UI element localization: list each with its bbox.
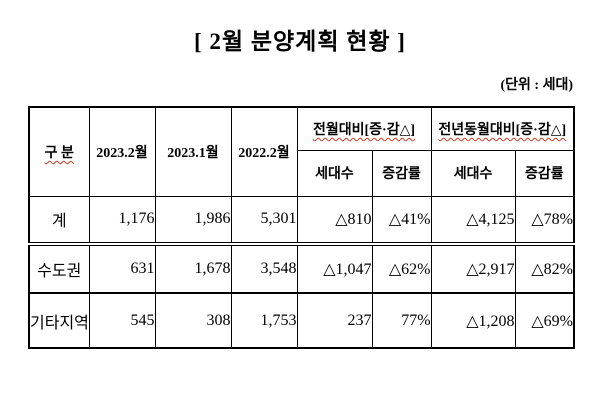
cell-2023-2: 631 [88, 243, 156, 294]
header-group-year-over-year: 전년동월대비[증·감△] [430, 106, 575, 151]
table-row-capital-area: 수도권 631 1,678 3,548 △1,047 △62% △2,917 △… [28, 243, 575, 294]
header-yoy-households: 세대수 [430, 149, 516, 197]
row-label: 기타지역 [28, 292, 90, 349]
header-group-yoy-label: 전년동월대비[증·감△] [438, 122, 567, 138]
table-row-other-regions: 기타지역 545 308 1,753 237 77% △1,208 △69% [28, 292, 575, 349]
supply-plan-table: 구 분 2023.2월 2023.1월 2022.2월 전월대비[증·감△] 전… [28, 106, 576, 349]
header-yoy-rate: 증감률 [514, 149, 575, 197]
unit-label: (단위 : 세대) [500, 78, 573, 93]
cell-yoy-households: △4,125 [430, 195, 516, 246]
header-category-label: 구 분 [44, 145, 74, 161]
cell-2022-2: 5,301 [230, 195, 298, 246]
cell-2022-2: 1,753 [230, 292, 298, 349]
header-group-mom-label: 전월대비[증·감△] [312, 122, 416, 138]
row-label: 수도권 [28, 243, 90, 294]
cell-2023-1: 308 [154, 292, 232, 349]
header-mom-households: 세대수 [296, 149, 373, 197]
cell-2023-1: 1,678 [154, 243, 232, 294]
header-2023-1: 2023.1월 [154, 106, 232, 197]
header-2023-2: 2023.2월 [88, 106, 156, 197]
cell-2023-2: 1,176 [88, 195, 156, 246]
cell-2022-2: 3,548 [230, 243, 298, 294]
cell-yoy-rate: △82% [514, 243, 575, 294]
cell-yoy-households: △1,208 [430, 292, 516, 349]
cell-mom-households: △810 [296, 195, 373, 246]
cell-yoy-rate: △69% [514, 292, 575, 349]
cell-mom-rate: △62% [371, 243, 432, 294]
row-label: 계 [28, 195, 90, 246]
cell-yoy-rate: △78% [514, 195, 575, 246]
cell-mom-households: △1,047 [296, 243, 373, 294]
cell-mom-rate: 77% [371, 292, 432, 349]
header-group-month-over-month: 전월대비[증·감△] [296, 106, 432, 151]
cell-2023-1: 1,986 [154, 195, 232, 246]
cell-2023-2: 545 [88, 292, 156, 349]
header-mom-rate: 증감률 [371, 149, 432, 197]
header-category: 구 분 [28, 106, 90, 197]
page-title: [ 2월 분양계획 현황 ] [194, 29, 406, 54]
table-row-total: 계 1,176 1,986 5,301 △810 △41% △4,125 △78… [28, 195, 575, 246]
header-2022-2: 2022.2월 [230, 106, 298, 197]
cell-mom-rate: △41% [371, 195, 432, 246]
cell-yoy-households: △2,917 [430, 243, 516, 294]
cell-mom-households: 237 [296, 292, 373, 349]
